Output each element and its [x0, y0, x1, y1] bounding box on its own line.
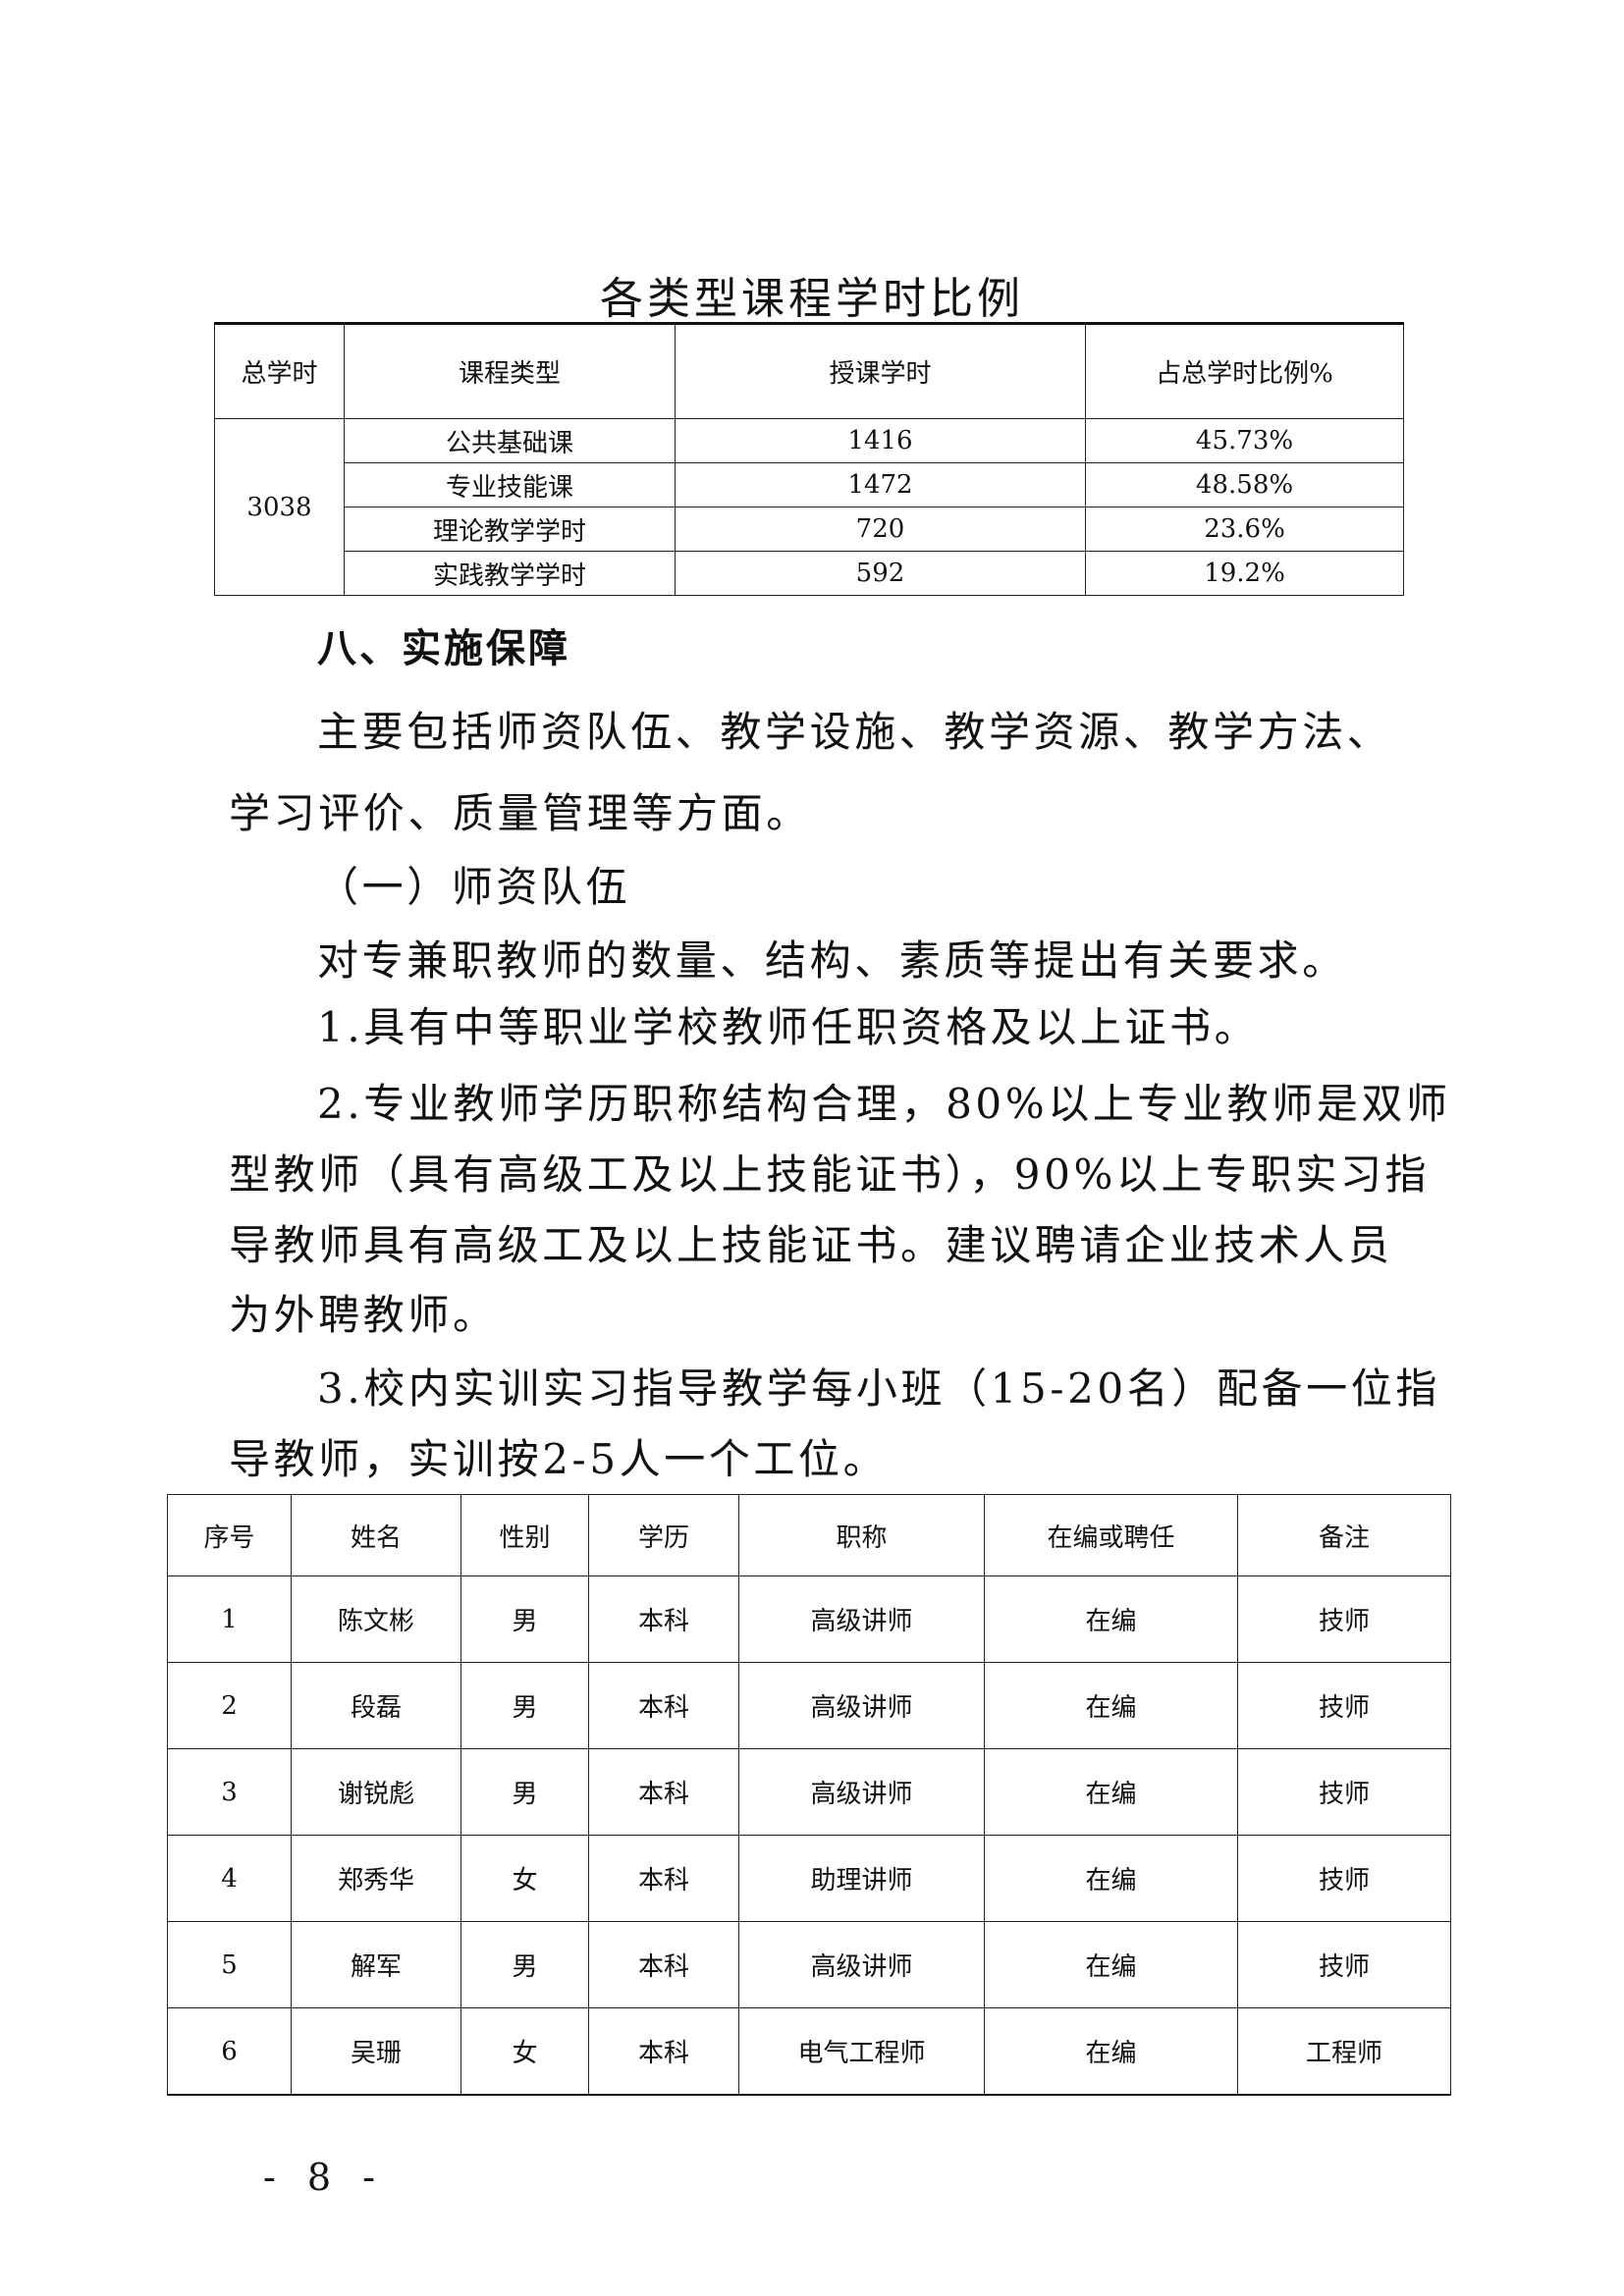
index-cell: 3	[167, 1748, 292, 1836]
title-cell: 高级讲师	[738, 1575, 985, 1663]
education-cell: 本科	[588, 1921, 739, 2008]
paragraph-line: 学习评价、质量管理等方面。	[229, 789, 811, 837]
paragraph-line: 导教师具有高级工及以上技能证书。建议聘请企业技术人员	[229, 1221, 1393, 1269]
index-cell: 5	[167, 1921, 292, 2008]
header-cell: 总学时	[214, 323, 345, 419]
table-row: 理论教学学时 720 23.6%	[215, 507, 1404, 552]
paragraph-line: 2.专业教师学历职称结构合理，80%以上专业教师是双师	[317, 1080, 1451, 1128]
table-row: 实践教学学时 592 19.2%	[215, 551, 1404, 596]
hours-cell: 1416	[675, 418, 1086, 463]
header-cell: 授课学时	[675, 323, 1086, 419]
paragraph-line: 对专兼职教师的数量、结构、素质等提出有关要求。	[317, 936, 1347, 985]
education-cell: 本科	[588, 1748, 739, 1836]
ratio-cell: 45.73%	[1085, 418, 1404, 463]
status-cell: 在编	[984, 1921, 1238, 2008]
ratio-cell: 48.58%	[1085, 462, 1404, 507]
table-row: 3 谢锐彪男本科 高级讲师 在编 技师	[167, 1748, 1451, 1836]
index-cell: 4	[167, 1835, 292, 1922]
header-cell: 职称	[738, 1494, 985, 1576]
gender-cell: 男	[460, 1575, 589, 1663]
table-header-row: 序号 姓名 性别 学历 职称 在编或聘任 备注	[167, 1494, 1451, 1576]
teacher-table: 序号 姓名 性别 学历 职称 在编或聘任 备注 1 陈文彬男本科 高级讲师 在编 技师 2…	[167, 1494, 1451, 2096]
title-cell: 高级讲师	[738, 1921, 985, 2008]
header-cell: 课程类型	[344, 323, 676, 419]
index-cell: 6	[167, 2007, 292, 2096]
header-cell: 在编或聘任	[984, 1494, 1238, 1576]
gender-cell: 女	[460, 2007, 589, 2096]
name-cell: 段磊	[291, 1662, 461, 1749]
header-cell: 学历	[588, 1494, 739, 1576]
education-cell: 本科	[588, 1835, 739, 1922]
name-cell: 解军	[291, 1921, 461, 2008]
header-cell: 性别	[460, 1494, 589, 1576]
note-cell: 技师	[1237, 1748, 1451, 1836]
hours-cell: 1472	[675, 462, 1086, 507]
table-row: 6 吴珊女本科 电气工程师 在编 工程师	[167, 2007, 1451, 2096]
course-type-cell: 理论教学学时	[344, 507, 676, 552]
status-cell: 在编	[984, 1748, 1238, 1836]
note-cell: 技师	[1237, 1575, 1451, 1663]
course-type-cell: 公共基础课	[344, 418, 676, 463]
header-cell: 序号	[167, 1494, 292, 1576]
title-cell: 电气工程师	[738, 2007, 985, 2096]
gender-cell: 男	[460, 1662, 589, 1749]
ratio-cell: 23.6%	[1085, 507, 1404, 552]
education-cell: 本科	[588, 1662, 739, 1749]
table-row: 专业技能课 1472 48.58%	[215, 462, 1404, 507]
status-cell: 在编	[984, 1575, 1238, 1663]
table-row: 2 段磊男本科 高级讲师 在编 技师	[167, 1662, 1451, 1749]
index-cell: 2	[167, 1662, 292, 1749]
name-cell: 谢锐彪	[291, 1748, 461, 1836]
gender-cell: 男	[460, 1921, 589, 2008]
table-row: 5 解军男本科 高级讲师 在编 技师	[167, 1921, 1451, 2008]
title-cell: 高级讲师	[738, 1748, 985, 1836]
title-cell: 高级讲师	[738, 1662, 985, 1749]
gender-cell: 男	[460, 1748, 589, 1836]
title-cell: 助理讲师	[738, 1835, 985, 1922]
name-cell: 吴珊	[291, 2007, 461, 2096]
name-cell: 郑秀华	[291, 1835, 461, 1922]
name-cell: 陈文彬	[291, 1575, 461, 1663]
course-hours-table: 总学时 课程类型 授课学时 占总学时比例% 3038 公共基础课 1416 45…	[214, 322, 1404, 596]
status-cell: 在编	[984, 1835, 1238, 1922]
header-cell: 备注	[1237, 1494, 1451, 1576]
table-row: 3038 公共基础课 1416 45.73%	[214, 418, 1404, 596]
hours-cell: 720	[675, 507, 1086, 552]
table-row: 1 陈文彬男本科 高级讲师 在编 技师	[167, 1575, 1451, 1663]
education-cell: 本科	[588, 2007, 739, 2096]
course-type-cell: 专业技能课	[344, 462, 676, 507]
note-cell: 技师	[1237, 1662, 1451, 1749]
note-cell: 技师	[1237, 1921, 1451, 2008]
paragraph-line: 1.具有中等职业学校教师任职资格及以上证书。	[317, 1003, 1260, 1051]
paragraph-line: 主要包括师资队伍、教学设施、教学资源、教学方法、	[317, 708, 1392, 756]
table-header-row: 总学时 课程类型 授课学时 占总学时比例%	[214, 323, 1404, 419]
status-cell: 在编	[984, 2007, 1238, 2096]
course-type-cell: 实践教学学时	[344, 551, 676, 596]
header-cell: 占总学时比例%	[1085, 323, 1404, 419]
total-hours-cell: 3038	[214, 418, 345, 596]
education-cell: 本科	[588, 1575, 739, 1663]
index-cell: 1	[167, 1575, 292, 1663]
status-cell: 在编	[984, 1662, 1238, 1749]
header-cell: 姓名	[291, 1494, 461, 1576]
section-heading: 八、实施保障	[317, 626, 570, 671]
table-row: 4 郑秀华女本科 助理讲师 在编 技师	[167, 1835, 1451, 1922]
paragraph-line: 为外聘教师。	[229, 1291, 498, 1339]
page-number: - 8 -	[263, 2156, 386, 2199]
subsection-heading: （一）师资队伍	[317, 863, 631, 911]
gender-cell: 女	[460, 1835, 589, 1922]
hours-cell: 592	[675, 551, 1086, 596]
paragraph-line: 导教师，实训按2-5人一个工位。	[229, 1435, 889, 1483]
paragraph-line: 3.校内实训实习指导教学每小班（15-20名）配备一位指	[317, 1364, 1440, 1413]
note-cell: 技师	[1237, 1835, 1451, 1922]
table1-title: 各类型课程学时比例	[600, 274, 1024, 324]
note-cell: 工程师	[1237, 2007, 1451, 2096]
ratio-cell: 19.2%	[1085, 551, 1404, 596]
paragraph-line: 型教师（具有高级工及以上技能证书），90%以上专职实习指	[229, 1150, 1431, 1199]
